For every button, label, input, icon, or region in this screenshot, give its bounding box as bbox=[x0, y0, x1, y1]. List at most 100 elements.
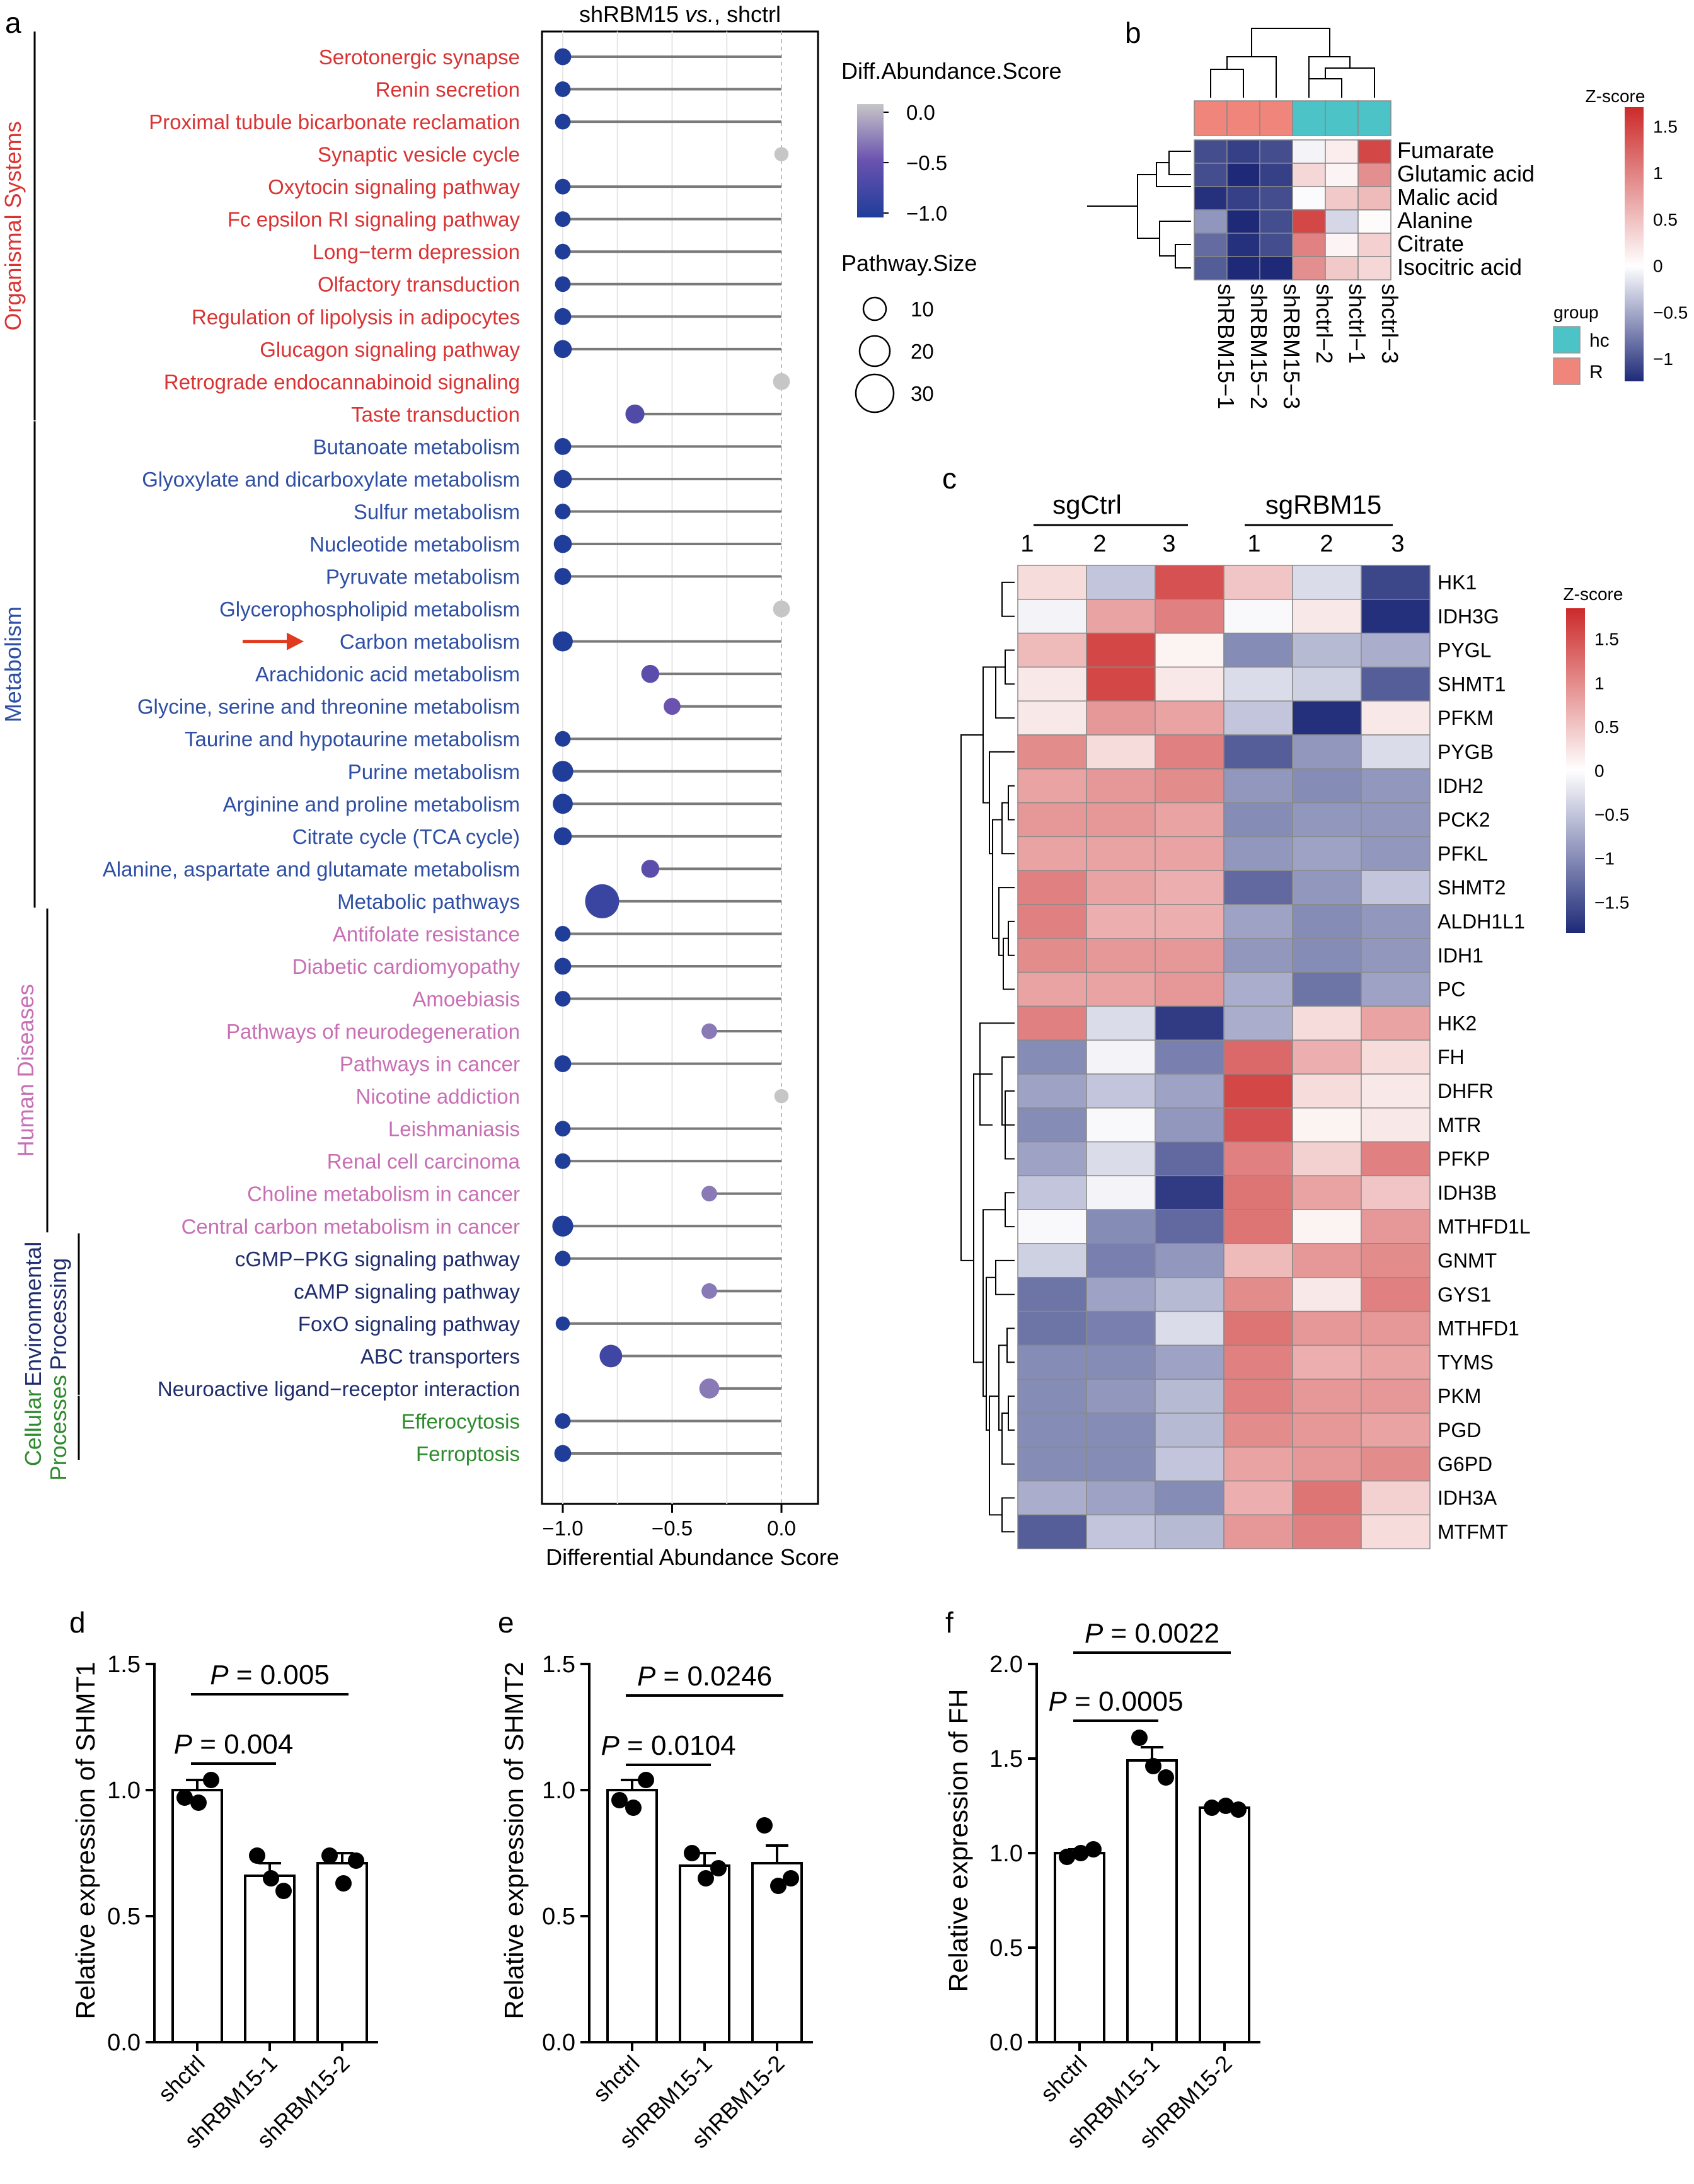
heatmap-cell bbox=[1223, 1480, 1293, 1516]
p-value-text: = 0.0246 bbox=[655, 1661, 772, 1692]
heatmap-cell bbox=[1325, 186, 1359, 211]
data-point bbox=[625, 1800, 642, 1816]
heatmap-cell bbox=[1292, 1243, 1362, 1278]
heatmap-cell bbox=[1086, 1141, 1156, 1177]
heatmap-cell bbox=[1361, 1141, 1431, 1177]
group-annotation-cell bbox=[1292, 100, 1326, 136]
bar bbox=[244, 1875, 296, 2043]
heatmap-cell bbox=[1017, 1310, 1087, 1346]
heatmap-cell bbox=[1155, 768, 1224, 804]
pathway-dot bbox=[701, 1283, 717, 1299]
heatmap-cell bbox=[1086, 1243, 1156, 1278]
data-point bbox=[190, 1794, 207, 1811]
heatmap-cell bbox=[1361, 1039, 1431, 1075]
heatmap-cell bbox=[1259, 256, 1293, 280]
column-number-label: 3 bbox=[1162, 531, 1175, 557]
heatmap-cell bbox=[1292, 1141, 1362, 1177]
heatmap-cell bbox=[1223, 1310, 1293, 1346]
heatmap-cell bbox=[1292, 802, 1362, 838]
heatmap-cell bbox=[1223, 836, 1293, 871]
gene-dendro bbox=[1003, 937, 1015, 990]
heatmap-cell bbox=[1017, 1209, 1087, 1244]
pathway-dot bbox=[554, 1055, 572, 1072]
pathway-label: Serotonergic synapse bbox=[319, 45, 520, 69]
heatmap-cell bbox=[1155, 666, 1224, 702]
heatmap-cell bbox=[1017, 1073, 1087, 1109]
pathway-dot bbox=[553, 631, 573, 652]
heatmap-cell bbox=[1226, 139, 1260, 164]
heatmap-cell bbox=[1086, 870, 1156, 905]
heatmap-cell bbox=[1223, 1039, 1293, 1075]
heatmap-cell bbox=[1086, 1039, 1156, 1075]
panel-letter-b: b bbox=[1125, 16, 1141, 49]
heatmap-cell bbox=[1292, 700, 1362, 736]
heatmap-cell bbox=[1086, 1277, 1156, 1312]
data-point bbox=[1218, 1798, 1234, 1814]
heatmap-cell bbox=[1292, 870, 1362, 905]
y-axis-label: Relative expression of SHMT1 bbox=[71, 1661, 100, 2019]
heatmap-cell bbox=[1223, 1413, 1293, 1448]
gene-label: TYMS bbox=[1438, 1351, 1494, 1373]
pathway-dot bbox=[554, 1445, 572, 1462]
heatmap-cell bbox=[1086, 1073, 1156, 1109]
pathway-dot bbox=[553, 534, 572, 553]
y-tick-label: 0.5 bbox=[107, 1904, 141, 1930]
pathway-label: Taste transduction bbox=[351, 403, 520, 426]
heatmap-cell bbox=[1086, 1447, 1156, 1482]
heatmap-cell bbox=[1086, 768, 1156, 804]
heatmap-cell bbox=[1155, 1209, 1224, 1244]
sample-label: shctrl−1 bbox=[1344, 284, 1370, 364]
heatmap-cell bbox=[1017, 632, 1087, 668]
gene-label: GNMT bbox=[1438, 1249, 1497, 1272]
x-tick-label: shctrl bbox=[153, 2050, 210, 2107]
group-annotation-cell bbox=[1194, 100, 1228, 136]
group-annotation-cell bbox=[1259, 100, 1293, 136]
p-value-text: = 0.0104 bbox=[619, 1730, 736, 1761]
y-tick-label: 0.5 bbox=[542, 1904, 575, 1930]
gene-label: SHMT1 bbox=[1438, 673, 1506, 695]
sample-label: shRBM15−3 bbox=[1279, 284, 1305, 409]
heatmap-cell bbox=[1017, 1005, 1087, 1041]
heatmap-cell bbox=[1017, 1378, 1087, 1414]
heatmap-cell bbox=[1292, 1277, 1362, 1312]
pathway-label: Ferroptosis bbox=[416, 1442, 520, 1465]
heatmap-cell bbox=[1361, 1107, 1431, 1143]
data-point bbox=[203, 1772, 219, 1788]
gene-dendro bbox=[1005, 1192, 1015, 1228]
size-legend-title: Pathway.Size bbox=[841, 250, 977, 276]
heatmap-cell bbox=[1017, 768, 1087, 804]
pathway-label: Butanoate metabolism bbox=[313, 435, 520, 458]
heatmap-cell bbox=[1226, 186, 1260, 211]
heatmap-cell bbox=[1086, 632, 1156, 668]
heatmap-cell bbox=[1017, 1413, 1087, 1448]
heatmap-cell bbox=[1086, 1378, 1156, 1414]
y-tick-label: 1.0 bbox=[107, 1777, 141, 1804]
gene-label: SHMT2 bbox=[1438, 876, 1506, 899]
panel-letter-c: c bbox=[942, 462, 957, 495]
heatmap-cell bbox=[1226, 209, 1260, 234]
panel-a-lollipop-chart: shRBM15 vs., shctrl Serotonergic synapse R… bbox=[0, 1, 1062, 1570]
heatmap-cell bbox=[1223, 971, 1293, 1007]
z-score-legend-label: 0.5 bbox=[1594, 717, 1619, 737]
heatmap-cell bbox=[1292, 209, 1326, 234]
pathway-label: ABC transporters bbox=[360, 1344, 520, 1368]
panel-a-title-part: shRBM15 bbox=[579, 1, 685, 27]
heatmap-cell bbox=[1155, 971, 1224, 1007]
heatmap-cell bbox=[1017, 1175, 1087, 1210]
data-point bbox=[1230, 1801, 1247, 1818]
carbon-metabolism-arrow-head bbox=[287, 632, 304, 650]
bar bbox=[171, 1789, 223, 2043]
pathway-dot bbox=[555, 211, 571, 228]
heatmap-cell bbox=[1292, 1310, 1362, 1346]
heatmap-cell bbox=[1259, 139, 1293, 164]
heatmap-cell bbox=[1361, 1480, 1431, 1516]
metabolite-label: Fumarate bbox=[1397, 137, 1494, 163]
heatmap-cell bbox=[1086, 971, 1156, 1007]
y-tick-label: 0.5 bbox=[989, 1935, 1023, 1962]
heatmap-cell bbox=[1361, 938, 1431, 973]
heatmap-cell bbox=[1325, 139, 1359, 164]
gene-dendro bbox=[1001, 802, 1015, 855]
heatmap-cell bbox=[1017, 1243, 1087, 1278]
size-legend-circle bbox=[862, 296, 887, 321]
